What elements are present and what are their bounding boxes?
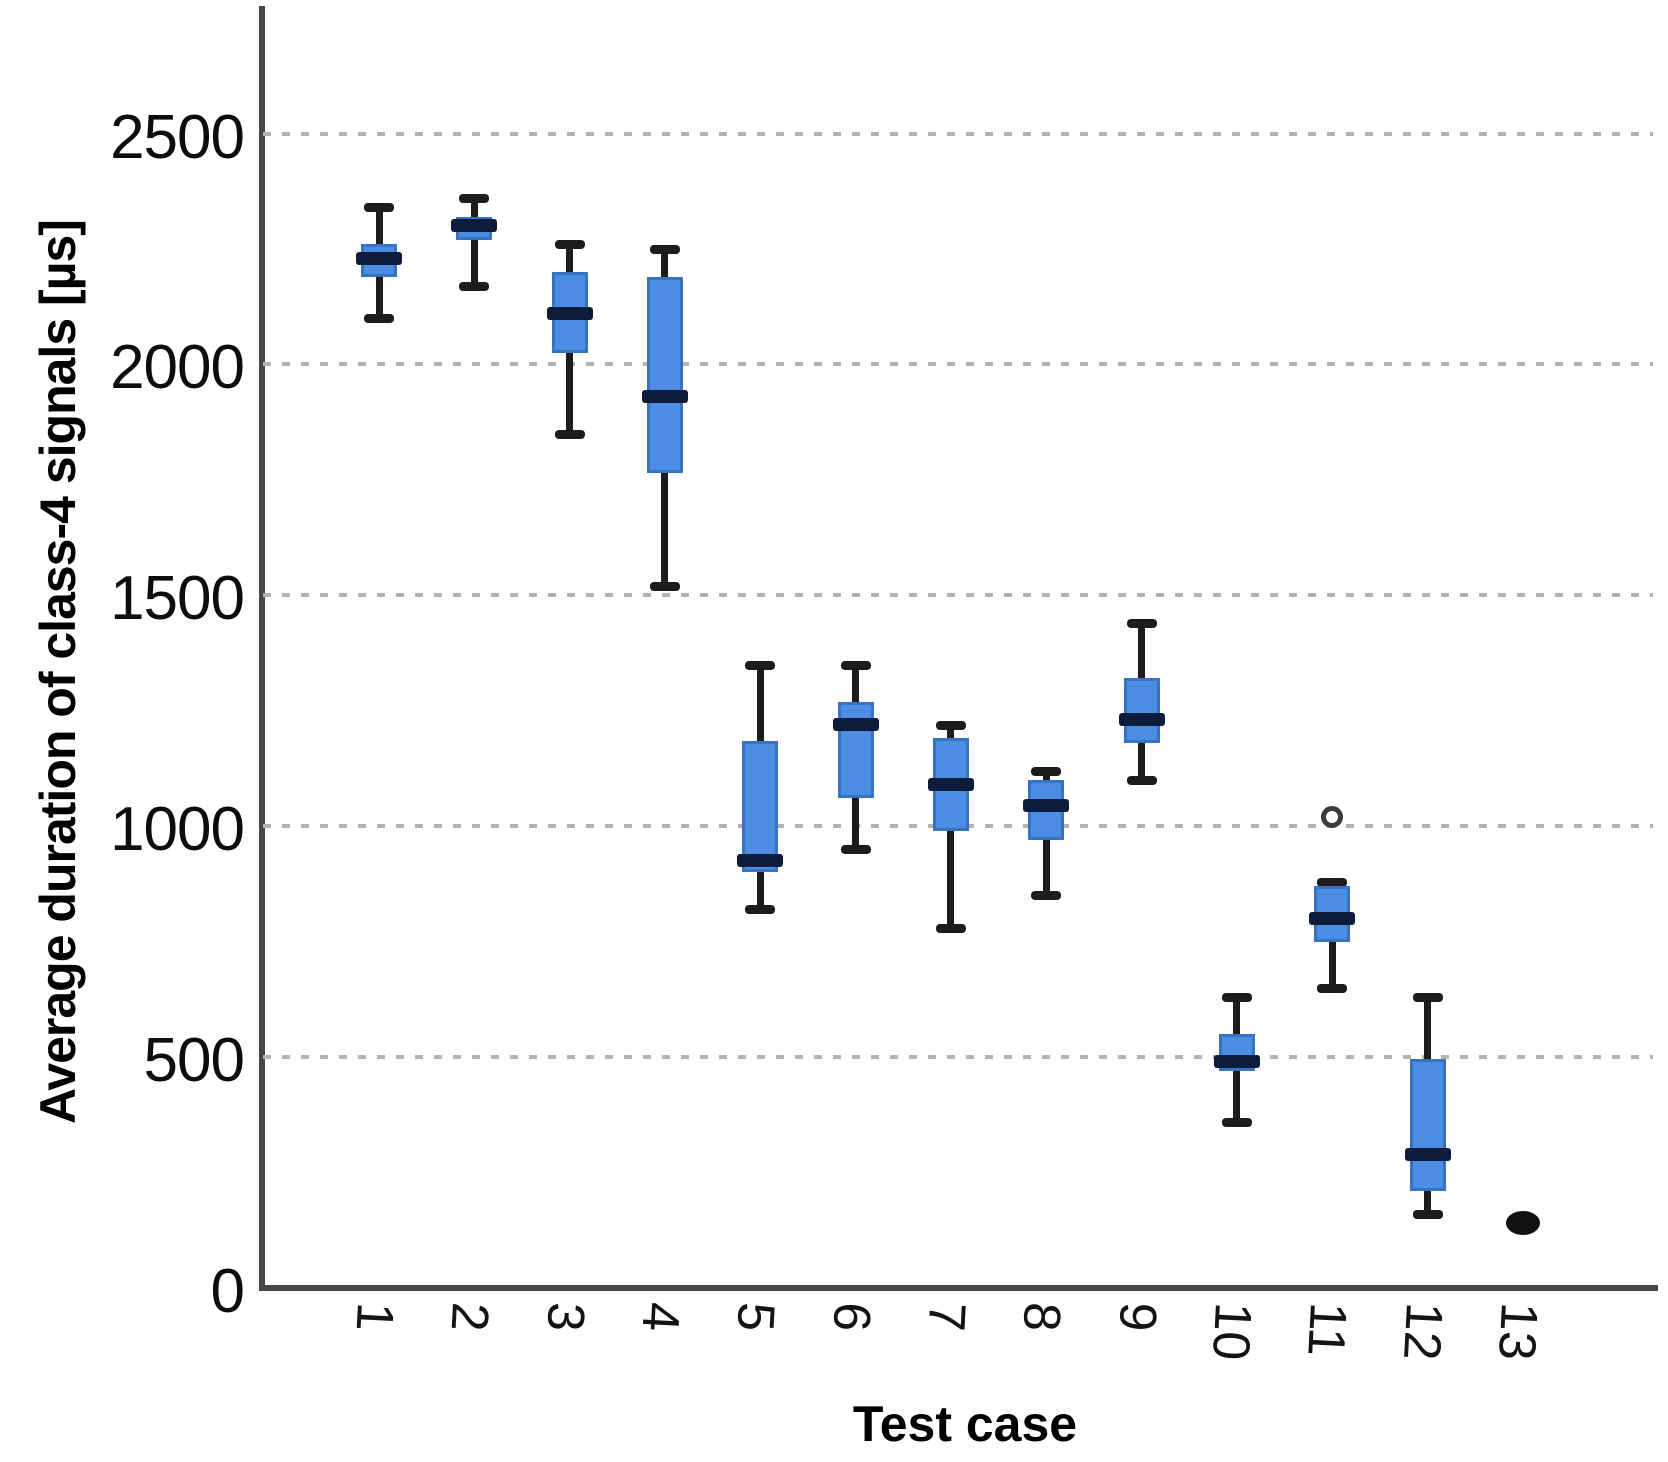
box-6 [837,701,874,799]
x-tick-label-12: 12 [1391,1300,1453,1362]
median-line-2 [451,219,498,233]
whisker-cap-top [1317,877,1348,887]
median-line-9 [1118,713,1165,727]
x-tick-label-2: 2 [439,1300,500,1333]
x-tick-label-13: 13 [1487,1300,1548,1362]
x-tick-label-3: 3 [535,1300,595,1333]
gridline-2500 [263,131,1653,136]
y-tick-label-2000: 2000 [110,333,245,403]
x-tick-label-4: 4 [630,1300,690,1333]
median-line-7 [927,778,974,792]
whisker-cap-bottom [1031,891,1062,901]
y-tick-label-1000: 1000 [110,795,245,865]
gridline-500 [263,1055,1653,1060]
x-tick-label-1: 1 [344,1300,405,1333]
whisker-cap-bottom [1412,1210,1443,1220]
whisker-cap-bottom [364,314,394,324]
whisker-cap-top [649,244,680,254]
x-tick-label-10: 10 [1201,1300,1262,1362]
whisker-line [470,198,478,286]
y-tick-label-1500: 1500 [110,564,245,634]
box-5 [742,740,779,873]
whisker-cap-top [364,203,394,213]
whisker-cap-top [745,660,776,670]
gridline-2000 [263,362,1653,367]
median-line-4 [641,390,688,404]
whisker-cap-bottom [840,845,871,855]
median-line-5 [737,854,784,868]
median-line-10 [1213,1055,1260,1069]
x-tick-label-6: 6 [821,1300,881,1333]
whisker-cap-top [1126,619,1157,628]
y-tick-label-500: 500 [143,1026,245,1096]
x-axis-title: Test case [852,1396,1078,1452]
box-9 [1123,678,1160,744]
median-line-8 [1023,798,1070,812]
outlier-circle-11 [1321,805,1344,828]
y-tick-label-2500: 2500 [110,102,245,172]
whisker-cap-bottom [649,582,680,592]
whisker-cap-top [1221,993,1252,1003]
whisker-cap-bottom [459,281,490,291]
x-tick-label-11: 11 [1296,1300,1358,1358]
whisker-cap-top [935,720,966,730]
x-tick-label-9: 9 [1107,1300,1167,1333]
median-line-1 [356,251,402,265]
whisker-cap-top [1031,766,1062,776]
whisker-cap-bottom [1126,776,1157,786]
median-line-6 [832,718,879,732]
median-line-3 [546,307,593,321]
whisker-cap-top [840,660,871,670]
whisker-cap-bottom [554,429,585,439]
y-axis-title: Average duration of class-4 signals [µs] [30,220,86,1124]
whisker-cap-top [1412,993,1443,1003]
box-4 [646,276,683,473]
data-point-13 [1505,1211,1540,1236]
x-tick-label-8: 8 [1011,1300,1072,1333]
gridline-1500 [263,593,1653,598]
whisker-cap-bottom [935,923,966,933]
x-tick-label-7: 7 [916,1300,976,1333]
whisker-cap-bottom [745,905,776,915]
whisker-cap-top [554,240,585,250]
whisker-cap-bottom [1317,983,1348,993]
median-line-11 [1309,912,1356,926]
y-axis-line [259,6,265,1290]
whisker-cap-top [459,194,490,204]
x-axis-line [259,1285,1658,1291]
y-tick-label-0: 0 [210,1257,245,1326]
median-line-12 [1404,1147,1451,1161]
whisker-cap-bottom [1221,1117,1252,1127]
x-tick-label-5: 5 [725,1300,786,1333]
box-12 [1409,1059,1446,1192]
